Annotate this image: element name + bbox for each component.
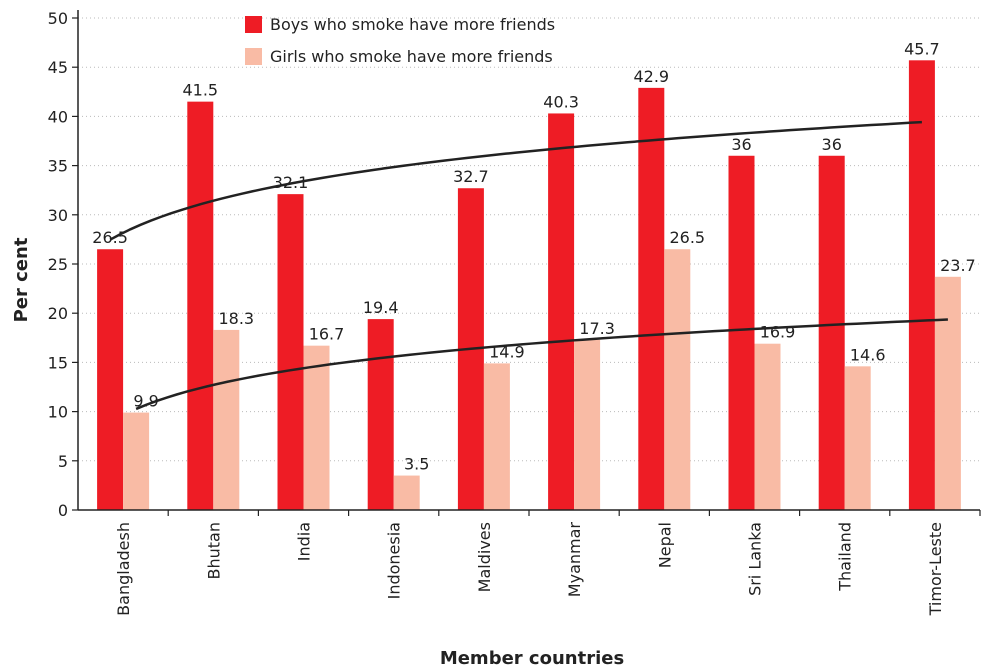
y-tick-label: 45 bbox=[48, 58, 68, 77]
bar-boys bbox=[818, 155, 845, 510]
bar-boys bbox=[728, 155, 755, 510]
data-label: 40.3 bbox=[543, 92, 579, 111]
data-label: 32.1 bbox=[273, 173, 309, 192]
data-label: 3.5 bbox=[404, 455, 429, 474]
data-label: 16.7 bbox=[309, 325, 345, 344]
x-tick-label: Bhutan bbox=[204, 522, 223, 579]
bar-girls bbox=[123, 412, 150, 510]
data-label: 45.7 bbox=[904, 39, 940, 58]
bar-girls bbox=[934, 276, 961, 510]
bar-boys bbox=[277, 194, 304, 511]
x-tick-label: Myanmar bbox=[565, 522, 584, 598]
bar-boys bbox=[187, 101, 214, 510]
legend-label: Boys who smoke have more friends bbox=[270, 15, 555, 34]
x-axis-title: Member countries bbox=[440, 648, 624, 669]
data-label: 32.7 bbox=[453, 167, 489, 186]
bar-boys bbox=[908, 60, 935, 510]
bar-girls bbox=[483, 363, 510, 510]
data-label: 41.5 bbox=[182, 81, 218, 100]
axes: 0 5 10 15 20 25 30 35 40 45 50 Bangladesh Bhutan Indi… bbox=[48, 9, 981, 616]
bar-girls bbox=[393, 475, 420, 510]
bar-boys bbox=[548, 113, 575, 510]
x-tick-label: Sri Lanka bbox=[746, 522, 765, 596]
y-tick-label: 40 bbox=[48, 107, 68, 126]
legend-label: Girls who smoke have more friends bbox=[270, 47, 553, 66]
x-tick-label: Timor-Leste bbox=[926, 522, 945, 616]
data-label: 23.7 bbox=[940, 256, 976, 275]
y-tick-label: 50 bbox=[48, 9, 68, 28]
data-label: 42.9 bbox=[633, 67, 669, 86]
data-labels: 26.5 9.9 41.5 18.3 32.1 16.7 19.4 3.5 32.7 14.9 40… bbox=[92, 39, 975, 473]
bar-girls bbox=[844, 366, 871, 510]
data-label: 14.6 bbox=[850, 345, 886, 364]
data-label: 26.5 bbox=[92, 228, 128, 247]
x-tick-label: India bbox=[295, 522, 314, 561]
y-tick-label: 15 bbox=[48, 353, 68, 372]
trendline-girls bbox=[135, 318, 948, 411]
x-tick-label: Indonesia bbox=[385, 522, 404, 599]
legend: Boys who smoke have more friends Girls wh… bbox=[245, 15, 555, 66]
data-label: 17.3 bbox=[579, 319, 615, 338]
bar-girls bbox=[213, 329, 240, 510]
data-label: 9.9 bbox=[133, 392, 158, 411]
bar-boys bbox=[97, 249, 124, 511]
x-tick-label: Maldives bbox=[475, 522, 494, 592]
y-tick-label: 10 bbox=[48, 403, 68, 422]
data-label: 36 bbox=[731, 135, 751, 154]
legend-swatch bbox=[245, 48, 262, 65]
x-tick-label: Thailand bbox=[836, 522, 855, 592]
y-tick-label: 5 bbox=[58, 452, 68, 471]
data-label: 26.5 bbox=[669, 228, 705, 247]
data-label: 19.4 bbox=[363, 298, 399, 317]
bar-girls bbox=[754, 343, 781, 510]
trendline-boys bbox=[109, 120, 922, 241]
y-tick-label: 30 bbox=[48, 206, 68, 225]
y-tick-label: 20 bbox=[48, 304, 68, 323]
y-axis-title: Per cent bbox=[11, 237, 32, 322]
y-tick-label: 0 bbox=[58, 501, 68, 520]
trendlines bbox=[109, 120, 948, 411]
bar-girls bbox=[574, 339, 601, 510]
data-label: 36 bbox=[822, 135, 842, 154]
y-tick-label: 25 bbox=[48, 255, 68, 274]
bar-boys bbox=[638, 87, 665, 510]
y-tick-label: 35 bbox=[48, 157, 68, 176]
bar-girls bbox=[664, 249, 691, 511]
x-tick-label: Nepal bbox=[655, 522, 674, 568]
x-tick-label: Bangladesh bbox=[114, 522, 133, 616]
data-label: 16.9 bbox=[760, 323, 796, 342]
data-label: 14.9 bbox=[489, 342, 525, 361]
data-label: 18.3 bbox=[218, 309, 254, 328]
bar-boys bbox=[367, 319, 394, 510]
bar-girls bbox=[303, 345, 330, 510]
legend-swatch bbox=[245, 16, 262, 33]
